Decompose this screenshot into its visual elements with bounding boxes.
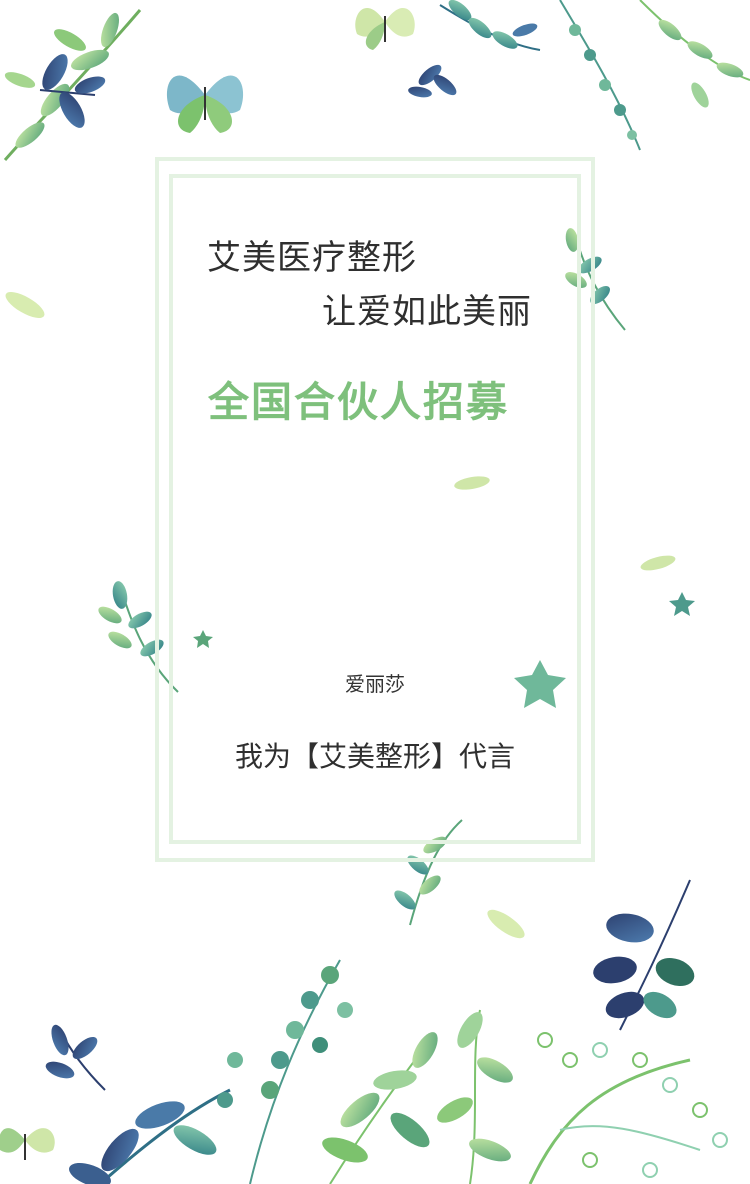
falling-leaf-icon	[5, 292, 676, 939]
butterfly-icon	[166, 75, 244, 133]
butterfly-icon	[355, 7, 415, 50]
card-frame-inner	[169, 174, 581, 844]
leaf-branch-icon	[3, 9, 142, 161]
butterfly-icon	[0, 1128, 55, 1160]
leaf-branch-icon	[439, 0, 750, 151]
leaf-branch-icon	[39, 54, 106, 128]
brand-title: 艾美医疗整形	[207, 238, 417, 278]
endorsement-slogan: 我为【艾美整形】代言	[234, 740, 515, 773]
recruitment-headline: 全国合伙人招募	[208, 378, 509, 426]
card-frame-outer	[155, 157, 595, 862]
leaf-branch-icon	[98, 581, 179, 693]
star-leaf-icon	[193, 592, 695, 708]
brand-tagline: 让爱如此美丽	[322, 292, 532, 332]
leaf-branch-icon	[593, 879, 695, 1031]
leaf-branch-icon	[69, 959, 728, 1184]
endorser-name: 爱丽莎	[345, 672, 405, 696]
leaf-branch-icon	[408, 64, 457, 98]
leaf-branch-icon	[45, 1024, 106, 1091]
